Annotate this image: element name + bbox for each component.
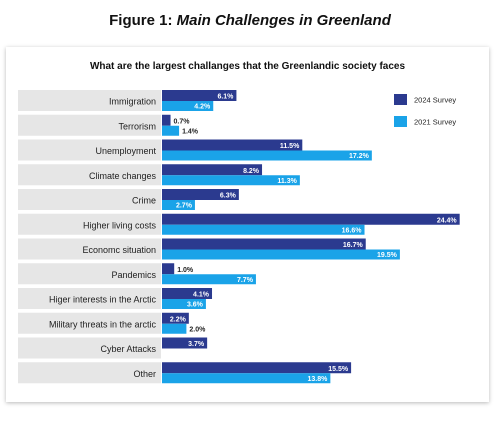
data-label: 17.2% <box>349 153 370 160</box>
category-label-bg <box>18 362 161 384</box>
data-label: 3.7% <box>188 341 205 348</box>
category-label-bg <box>18 312 161 334</box>
figure-title: Figure 1: Main Challenges in Greenland <box>0 12 500 29</box>
category-label-bg <box>18 238 161 260</box>
bar-2021 <box>162 224 365 235</box>
bar-2021 <box>162 175 300 186</box>
data-label: 2.2% <box>170 316 187 323</box>
bar-2024 <box>162 362 352 374</box>
category-label-bg <box>18 288 161 309</box>
figure-prefix: Figure 1: <box>109 12 173 29</box>
data-label: 8.2% <box>243 168 260 175</box>
category-label: Higer interests in the Arctic <box>49 295 157 305</box>
category-label: Crime <box>132 196 156 206</box>
legend-label: 2024 Survey <box>414 96 456 105</box>
data-label: 0.7% <box>174 118 191 125</box>
legend-swatch <box>394 94 407 105</box>
data-label: 16.6% <box>342 227 363 234</box>
category-label: Other <box>133 369 156 379</box>
data-label: 24.4% <box>437 217 458 224</box>
category-label: Unemployment <box>95 146 156 156</box>
data-label: 3.6% <box>187 302 204 309</box>
category-label-bg <box>18 114 161 136</box>
bar-2024 <box>162 337 208 349</box>
bar-2021 <box>162 101 214 111</box>
data-label: 2.0% <box>189 326 206 333</box>
bar-2024 <box>162 139 303 151</box>
data-label: 6.3% <box>220 193 237 200</box>
category-label: Immigration <box>109 97 156 107</box>
category-label-bg <box>18 139 161 161</box>
legend-swatch <box>394 116 407 127</box>
category-label: Pandemics <box>111 270 156 280</box>
category-label: Terrorism <box>119 121 157 131</box>
category-label-bg <box>18 189 161 210</box>
legend-label: 2021 Survey <box>414 118 456 127</box>
data-label: 19.5% <box>377 252 398 259</box>
category-label: Economc situation <box>82 245 156 255</box>
category-label-bg <box>18 90 161 111</box>
category-label: Climate changes <box>89 171 157 181</box>
category-label-bg <box>18 164 161 186</box>
chart-title: What are the largest challanges that the… <box>89 61 406 72</box>
bar-2021 <box>162 323 187 334</box>
bar-2024 <box>162 288 213 299</box>
data-label: 7.7% <box>237 277 254 284</box>
bar-2024 <box>162 114 171 126</box>
data-label: 15.5% <box>328 366 349 373</box>
bar-2024 <box>162 90 237 101</box>
data-label: 11.3% <box>277 178 297 185</box>
data-label: 1.0% <box>177 267 194 274</box>
bar-2021 <box>162 200 195 210</box>
data-label: 13.8% <box>308 376 329 383</box>
bar-2021 <box>162 125 180 136</box>
data-label: 1.4% <box>182 128 199 135</box>
bar-2021 <box>162 299 206 309</box>
bar-2021 <box>162 249 400 260</box>
bar-2024 <box>162 312 189 324</box>
category-label: Military threats in the arctic <box>49 319 157 329</box>
bar-2024 <box>162 164 263 176</box>
category-label: Higher living costs <box>83 220 157 230</box>
bar-2024 <box>162 189 239 200</box>
category-label-bg <box>18 337 161 359</box>
data-label: 16.7% <box>343 242 364 249</box>
data-label: 11.5% <box>280 143 300 150</box>
bar-2024 <box>162 238 366 250</box>
bar-chart: Immigration 6.1% 4.2% Terrorism 0.7% 1.4% Unem… <box>18 90 460 384</box>
data-label: 4.1% <box>193 292 210 299</box>
data-label: 4.2% <box>194 104 211 111</box>
chart-panel: What are the largest challanges that the… <box>6 47 489 402</box>
category-label-bg <box>18 213 161 235</box>
category-label: Cyber Attacks <box>100 344 156 354</box>
bar-2024 <box>162 213 460 225</box>
bar-2021 <box>162 373 331 384</box>
data-label: 2.7% <box>176 203 193 210</box>
category-label-bg <box>18 263 161 285</box>
bar-2021 <box>162 274 256 285</box>
data-label: 6.1% <box>217 94 234 101</box>
bar-2021 <box>162 150 372 161</box>
bar-2024 <box>162 263 175 275</box>
figure-name: Main Challenges in Greenland <box>176 12 391 29</box>
